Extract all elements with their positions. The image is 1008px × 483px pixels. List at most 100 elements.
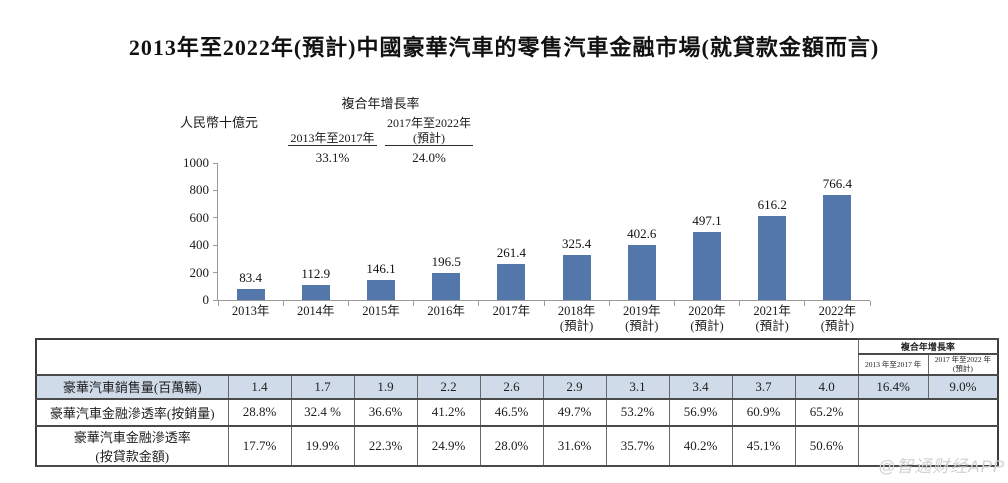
cagr-period-2-label-line2: (預計) — [413, 130, 445, 145]
value-cell: 46.5% — [479, 397, 544, 427]
y-axis-tick-mark — [213, 217, 218, 219]
bar-value-label: 112.9 — [301, 265, 331, 281]
bar-value-label: 402.6 — [627, 225, 657, 241]
data-table: 複合年增長率 2013 年至2017 年 2017 年至2022 年 (預計) 豪華汽車… — [35, 338, 1000, 467]
y-axis-tick-mark — [213, 189, 218, 191]
value-cell: 31.6% — [542, 424, 607, 467]
cagr-period-2-value: 24.0% — [412, 150, 446, 165]
x-axis-tick-mark — [282, 301, 284, 306]
bar — [758, 215, 787, 300]
bar — [627, 244, 656, 300]
x-axis-category-label-line: 2019年 — [623, 304, 661, 318]
value-cell: 3.1 — [605, 373, 670, 400]
x-axis-category-label-line: 2018年 — [557, 304, 596, 318]
y-axis-tick-label: 800 — [189, 182, 210, 198]
bar — [432, 273, 461, 300]
value-cell: 3.7 — [731, 373, 796, 400]
y-axis-tick-label: 200 — [189, 264, 210, 280]
x-axis-tick-mark — [543, 301, 545, 306]
value-cell: 22.3% — [353, 424, 418, 467]
bar-value-label: 766.4 — [822, 176, 853, 192]
bar — [497, 264, 526, 300]
x-axis-category-label: 2022年 (預計) — [805, 304, 870, 334]
table-row: 豪華汽車金融滲透率 (按貸款金額) 17.7% 19.9% 22.3% 24.9% 28.0… — [35, 424, 999, 467]
value-cell: 65.2% — [794, 397, 859, 427]
x-axis-tick-mark — [804, 301, 806, 306]
table-cagr-subheader-line: 2013 年至2017 年 — [865, 359, 922, 369]
row-label-line: 豪華汽車金融滲透率 — [73, 429, 191, 445]
x-axis-category-label-line: 2017年 — [492, 304, 531, 318]
x-axis-category-label-line: (預計) — [625, 319, 659, 333]
value-cell: 24.9% — [416, 424, 481, 467]
watermark: @智通财经APP — [878, 457, 1006, 476]
y-axis-tick-label: 400 — [189, 237, 210, 253]
x-axis-tick-mark — [413, 301, 415, 306]
value-cell: 45.1% — [731, 424, 796, 467]
bar — [562, 255, 591, 300]
x-axis-category-label-line: (預計) — [690, 319, 724, 333]
value-cell: 2.9 — [542, 373, 607, 400]
x-axis-category-label-line: 2022年 — [818, 304, 857, 318]
value-cell: 50.6% — [794, 424, 859, 467]
bar-value-label: 497.1 — [692, 212, 722, 228]
x-axis-category-label-line: (預計) — [755, 319, 789, 333]
y-axis-tick-label: 600 — [189, 209, 210, 225]
x-axis-category-label-line: 2020年 — [688, 304, 726, 318]
value-cell: 17.7% — [227, 424, 292, 467]
value-cell: 56.9% — [668, 397, 733, 427]
value-cell: 53.2% — [605, 397, 670, 427]
x-axis-category-label: 2017年 — [479, 304, 544, 319]
x-axis-category-label-line: (預計) — [820, 319, 855, 333]
x-axis-tick-mark — [608, 301, 610, 306]
x-axis-category-label: 2020年 (預計) — [674, 304, 739, 334]
bar-value-label: 616.2 — [757, 196, 787, 212]
row-label-line: 豪華汽車銷售量(百萬輛) — [62, 380, 202, 396]
x-axis-tick-mark — [739, 301, 741, 306]
x-axis-tick-mark — [347, 301, 349, 306]
value-cell: 60.9% — [731, 397, 796, 427]
row-label-line: (按貸款金額) — [95, 448, 170, 464]
y-axis-tick-label: 1000 — [183, 155, 209, 170]
value-cell: 36.6% — [353, 397, 418, 427]
plot-area: 0 200 400 600 800 1000 83.4 112.9 146.1 196.5 261.… — [183, 155, 871, 333]
empty-cagr-cell — [857, 424, 999, 467]
x-axis-category-label-line: 2015年 — [362, 304, 400, 318]
x-axis-category-label-line: 2013年 — [231, 304, 270, 318]
table-subheader-row: 2013 年至2017 年 2017 年至2022 年 (預計) — [36, 353, 999, 376]
table-cagr-subheader-line: (預計) — [952, 364, 973, 374]
x-axis-category-label: 2021年 (預計) — [740, 304, 805, 334]
row-label-cell: 豪華汽車金融滲透率(按銷量) — [35, 397, 229, 427]
bar-value-label: 146.1 — [366, 260, 396, 276]
bar-value-label: 261.4 — [496, 245, 527, 261]
bar-value-label: 196.5 — [431, 254, 461, 270]
x-axis-category-label: 2014年 — [283, 304, 348, 319]
value-cell: 32.4 % — [290, 397, 355, 427]
cagr-value-cell: 16.4% — [857, 373, 929, 400]
bar — [693, 231, 721, 300]
y-axis-tick-mark — [213, 299, 218, 301]
x-axis-category-label: 2019年 (預計) — [609, 304, 674, 334]
x-axis-category-label-line: 2016年 — [427, 304, 465, 318]
value-cell: 28.0% — [479, 424, 544, 467]
table-cagr-subheader-line: 2017 年至2022 年 — [934, 355, 991, 364]
value-cell: 1.7 — [290, 373, 355, 400]
row-label-line: 豪華汽車金融滲透率(按銷量) — [49, 405, 215, 421]
row-label-cell: 豪華汽車金融滲透率 (按貸款金額) — [35, 424, 229, 467]
x-axis-tick-mark — [217, 301, 219, 306]
table-cagr-subheader-cell-1: 2013 年至2017 年 — [857, 353, 929, 376]
y-axis-unit-label: 人民幣十億元 — [180, 115, 259, 130]
table-cagr-subheader-cell-2: 2017 年至2022 年 (預計) — [927, 353, 999, 376]
value-cell: 3.4 — [668, 373, 733, 400]
table-corner-cell — [35, 339, 859, 376]
empty-cagr-cell — [857, 397, 999, 427]
x-axis-category-label: 2016年 — [414, 304, 479, 319]
x-axis-category-label-line: 2021年 — [753, 304, 791, 318]
cagr-annotation-title: 複合年增長率 — [341, 96, 420, 111]
y-axis-tick-mark — [213, 162, 218, 164]
x-axis-category-label: 2013年 — [218, 304, 283, 319]
value-cell: 28.8% — [227, 397, 292, 427]
bar-value-label: 83.4 — [239, 269, 262, 285]
cagr-value-cell: 9.0% — [927, 373, 999, 400]
cagr-period-2-header: 2017年至2022年 (預計) — [385, 110, 473, 146]
